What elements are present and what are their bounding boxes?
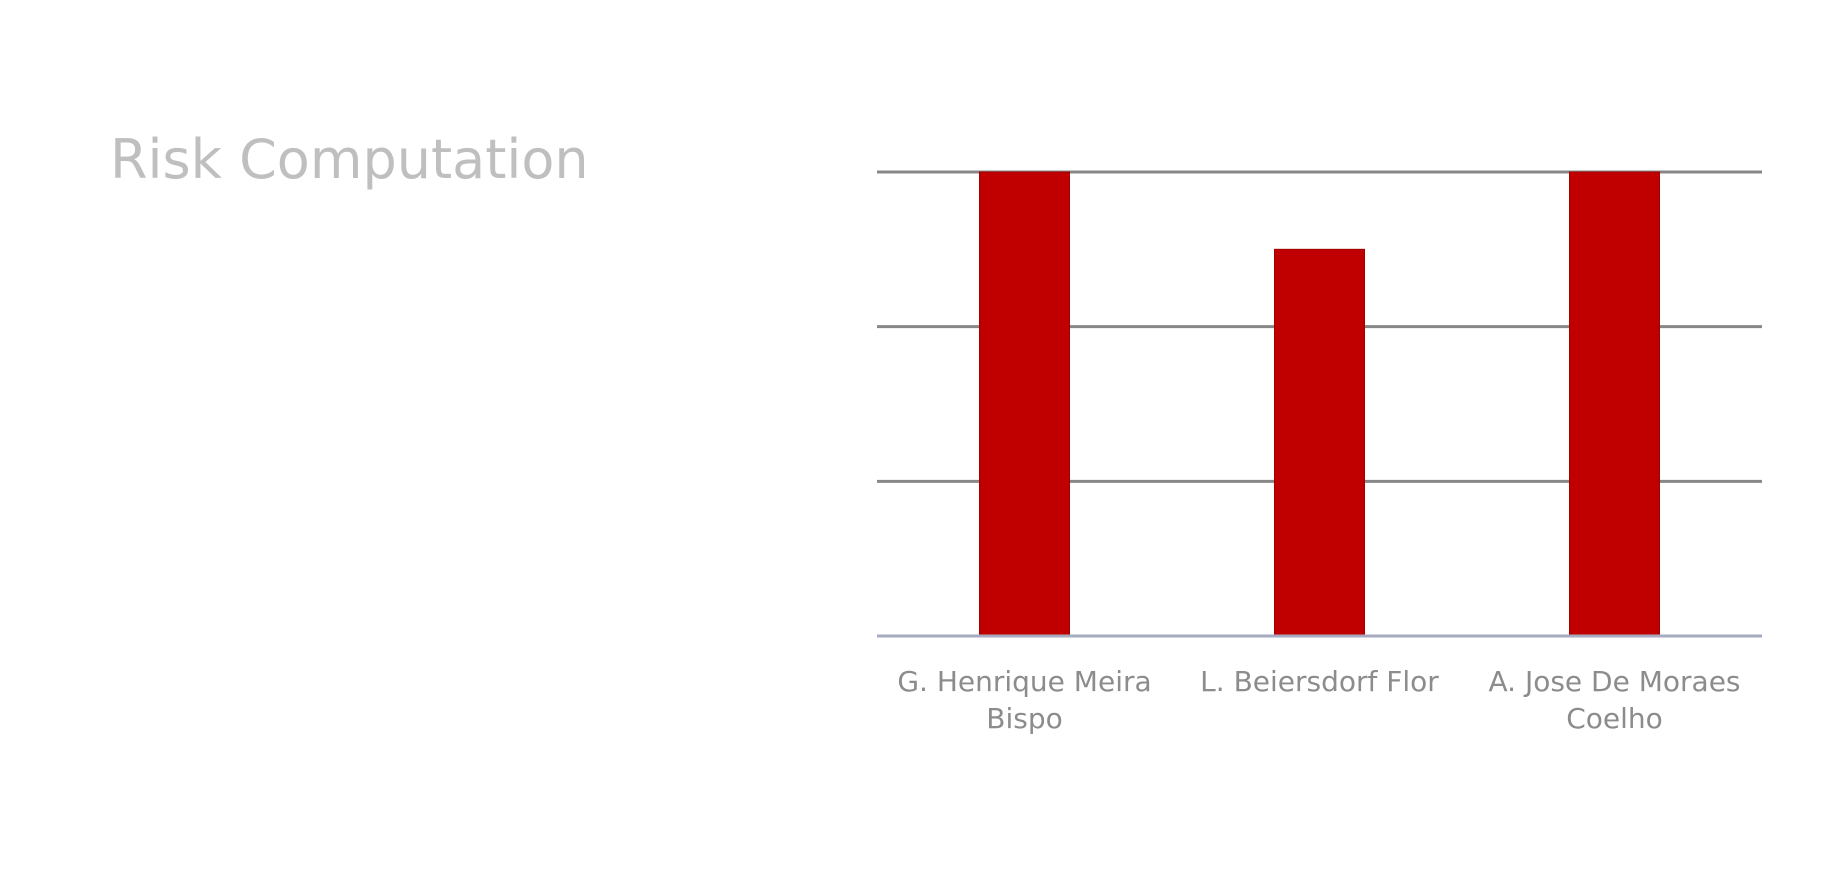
- category-label: G. Henrique Meira Bispo: [897, 665, 1152, 735]
- category-label: A. Jose De Moraes Coelho: [1488, 665, 1741, 735]
- category-label: L. Beiersdorf Flor: [1200, 665, 1439, 698]
- page-title: Risk Computation: [110, 128, 589, 191]
- bar: [979, 171, 1070, 637]
- bars: [979, 171, 1660, 637]
- bar: [1274, 248, 1365, 637]
- bar: [1569, 171, 1660, 637]
